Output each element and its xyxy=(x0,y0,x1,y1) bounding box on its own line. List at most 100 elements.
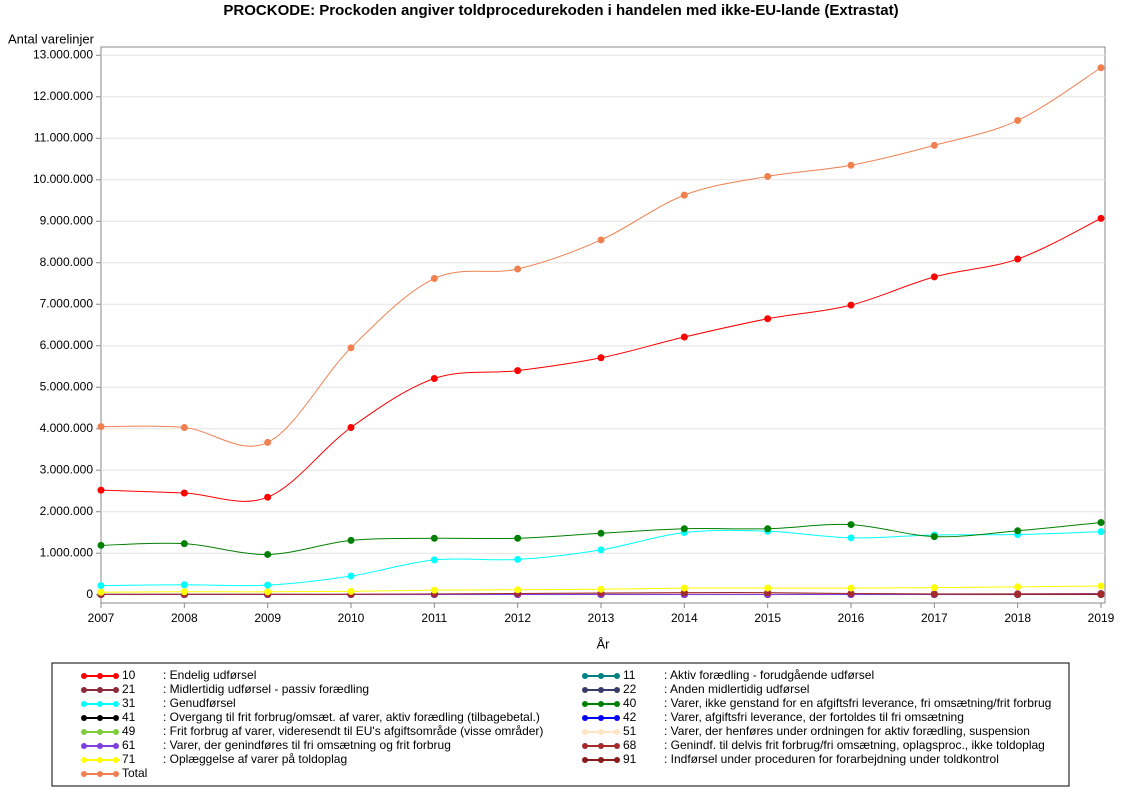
legend-marker xyxy=(598,729,604,735)
legend-code: 10 xyxy=(122,668,136,682)
legend-marker xyxy=(614,673,620,679)
data-point xyxy=(1014,590,1022,598)
data-point xyxy=(430,375,438,383)
data-point xyxy=(1097,582,1105,590)
legend-marker xyxy=(582,743,588,749)
data-point xyxy=(180,489,188,497)
data-point xyxy=(514,555,522,563)
data-point xyxy=(180,423,188,431)
x-tick-label: 2019 xyxy=(1088,611,1115,625)
data-point xyxy=(347,587,355,595)
data-point xyxy=(847,589,855,597)
x-tick-label: 2015 xyxy=(754,611,781,625)
x-axis-label: År xyxy=(597,636,611,651)
y-tick-label: 3.000.000 xyxy=(40,462,94,476)
data-point xyxy=(180,581,188,589)
x-tick-label: 2008 xyxy=(171,611,198,625)
legend-marker xyxy=(113,715,119,721)
legend-marker xyxy=(97,743,103,749)
legend-marker xyxy=(598,687,604,693)
legend-marker xyxy=(97,701,103,707)
legend-marker xyxy=(97,729,103,735)
data-point xyxy=(430,586,438,594)
data-point xyxy=(1014,116,1022,124)
x-tick-label: 2016 xyxy=(838,611,865,625)
data-point xyxy=(1097,214,1105,222)
x-tick-label: 2007 xyxy=(88,611,115,625)
legend-label: : Anden midlertidig udførsel xyxy=(664,682,809,696)
legend-marker xyxy=(598,673,604,679)
chart-title: PROCKODE: Prockoden angiver toldprocedur… xyxy=(223,2,898,19)
data-point xyxy=(430,534,438,542)
y-tick-label: 9.000.000 xyxy=(40,213,94,227)
legend-marker xyxy=(113,757,119,763)
legend-label: : Indførsel under proceduren for forarbe… xyxy=(664,752,999,766)
data-point xyxy=(514,367,522,375)
legend-marker xyxy=(81,771,87,777)
legend-label: : Endelig udførsel xyxy=(163,668,256,682)
data-point xyxy=(597,585,605,593)
data-point xyxy=(1097,519,1105,527)
data-point xyxy=(680,525,688,533)
legend-label: : Varer, ikke genstand for en afgiftsfri… xyxy=(664,696,1051,710)
x-tick-label: 2010 xyxy=(338,611,365,625)
legend-label: : Aktiv forædling - forudgående udførsel xyxy=(664,668,874,682)
legend-marker xyxy=(113,687,119,693)
legend-marker xyxy=(97,715,103,721)
legend-marker xyxy=(81,701,87,707)
legend-marker xyxy=(113,729,119,735)
x-tick-label: 2018 xyxy=(1004,611,1031,625)
data-point xyxy=(847,301,855,309)
data-point xyxy=(514,534,522,542)
y-tick-label: 8.000.000 xyxy=(40,255,94,269)
y-tick-label: 13.000.000 xyxy=(33,47,93,61)
plot-frame xyxy=(100,46,1106,604)
data-point xyxy=(597,529,605,537)
legend-code: 31 xyxy=(122,696,136,710)
legend-marker xyxy=(582,673,588,679)
data-point xyxy=(680,333,688,341)
data-point xyxy=(764,315,772,323)
data-point xyxy=(597,354,605,362)
legend-marker xyxy=(97,771,103,777)
legend-code: 42 xyxy=(623,710,637,724)
legend-code: 91 xyxy=(623,752,637,766)
data-point xyxy=(97,588,105,596)
data-point xyxy=(430,556,438,564)
legend-label: : Midlertidig udførsel - passiv forædlin… xyxy=(163,682,369,696)
y-tick-label: 11.000.000 xyxy=(34,130,93,144)
x-tick-label: 2011 xyxy=(421,611,447,625)
data-point xyxy=(597,546,605,554)
legend-marker xyxy=(97,757,103,763)
legend-code: 21 xyxy=(122,682,136,696)
legend-marker xyxy=(598,701,604,707)
x-tick-label: 2017 xyxy=(921,611,948,625)
legend-marker xyxy=(81,715,87,721)
data-point xyxy=(930,590,938,598)
legend-marker xyxy=(81,673,87,679)
data-point xyxy=(680,584,688,592)
legend-marker xyxy=(582,687,588,693)
legend-marker xyxy=(614,701,620,707)
legend-label: : Frit forbrug af varer, videresendt til… xyxy=(163,724,543,738)
data-point xyxy=(264,550,272,558)
data-point xyxy=(514,586,522,594)
legend-marker xyxy=(582,729,588,735)
data-point xyxy=(1014,255,1022,263)
legend-marker xyxy=(81,743,87,749)
legend-marker xyxy=(113,701,119,707)
legend-label: : Genindf. til delvis frit forbrug/fri o… xyxy=(664,738,1045,752)
legend-code: 49 xyxy=(122,724,136,738)
data-point xyxy=(764,172,772,180)
data-point xyxy=(930,273,938,281)
y-tick-label: 5.000.000 xyxy=(40,379,94,393)
data-point xyxy=(347,536,355,544)
legend-marker xyxy=(113,673,119,679)
data-point xyxy=(1097,528,1105,536)
legend-box xyxy=(51,662,1070,787)
data-point xyxy=(930,533,938,541)
x-tick-label: 2013 xyxy=(588,611,615,625)
data-point xyxy=(347,344,355,352)
legend-marker xyxy=(598,715,604,721)
data-point xyxy=(930,584,938,592)
